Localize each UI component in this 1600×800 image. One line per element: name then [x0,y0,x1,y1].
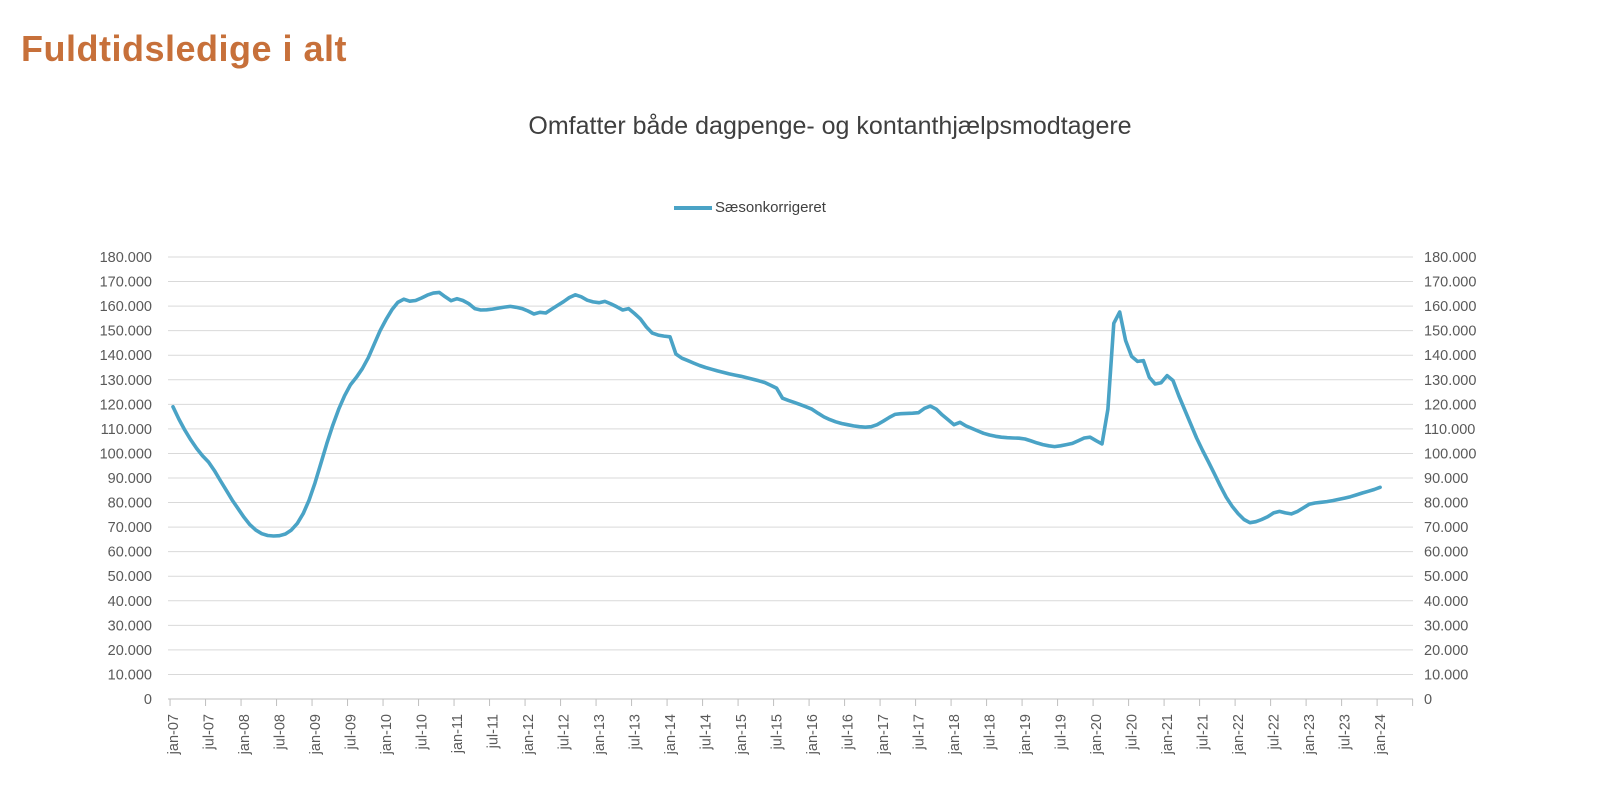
y-axis-label-right: 120.000 [1424,397,1476,413]
chart-legend: Sæsonkorrigeret [0,199,1500,216]
y-axis-label-left: 170.000 [100,275,152,291]
y-axis-label-left: 150.000 [100,324,152,340]
x-axis-label: jan-07 [166,714,182,755]
x-axis-label: jan-13 [592,714,608,755]
y-axis-label-left: 180.000 [100,250,152,266]
x-axis-label: jul-22 [1267,714,1283,750]
y-axis-label-right: 100.000 [1424,446,1476,462]
x-axis-label: jul-09 [344,714,360,750]
x-axis-label: jul-16 [841,714,857,750]
x-axis-label: jan-10 [379,714,395,755]
x-axis-label: jul-17 [912,714,928,750]
y-axis-label-left: 80.000 [108,496,152,512]
y-axis-label-right: 140.000 [1424,348,1476,364]
y-axis-label-right: 150.000 [1424,324,1476,340]
y-axis-label-right: 60.000 [1424,545,1468,561]
y-axis-label-left: 160.000 [100,299,152,315]
y-axis-label-left: 50.000 [108,569,152,585]
x-axis-label: jul-07 [202,714,218,750]
x-axis-label: jul-20 [1125,714,1141,750]
y-axis-label-left: 100.000 [100,446,152,462]
y-axis-label-left: 90.000 [108,471,152,487]
y-axis-label-right: 50.000 [1424,569,1468,585]
y-axis-label-right: 70.000 [1424,520,1468,536]
y-axis-label-left: 30.000 [108,618,152,634]
x-axis-label: jul-18 [983,714,999,750]
y-axis-label-right: 30.000 [1424,618,1468,634]
x-axis-label: jul-11 [486,714,502,749]
x-axis-label: jan-12 [521,714,537,755]
x-axis-label: jul-14 [699,714,715,750]
x-axis-label: jan-17 [876,714,892,755]
y-axis-label-right: 80.000 [1424,496,1468,512]
chart-subtitle: Omfatter både dagpenge- og kontanthjælps… [528,112,1132,140]
y-axis-label-left: 70.000 [108,520,152,536]
page-title: Fuldtidsledige i alt [21,28,348,69]
x-axis-label: jul-15 [770,714,786,750]
y-axis-label-right: 170.000 [1424,275,1476,291]
y-axis-label-right: 110.000 [1424,422,1475,438]
x-axis-label: jan-21 [1160,714,1176,755]
y-axis-label-left: 40.000 [108,594,152,610]
x-axis-label: jul-10 [415,714,431,750]
x-axis-label: jan-16 [805,714,821,755]
y-axis-label-left: 110.000 [101,422,152,438]
x-axis-label: jan-08 [237,714,253,755]
x-axis-label: jan-18 [947,714,963,755]
x-axis-label: jul-12 [557,714,573,750]
x-axis-label: jul-13 [628,714,644,750]
x-axis-label: jul-08 [273,714,289,750]
y-axis-label-right: 10.000 [1424,667,1468,683]
series-line-saesonkorrigeret [171,290,1382,538]
legend-line-swatch-icon [674,205,713,210]
y-axis-label-right: 90.000 [1424,471,1468,487]
y-axis-label-right: 180.000 [1424,250,1476,266]
y-axis-label-left: 140.000 [100,348,152,364]
x-axis-label: jan-19 [1018,714,1034,755]
x-axis-label: jan-24 [1373,714,1389,755]
y-axis-label-left: 20.000 [108,643,152,659]
x-axis-label: jul-23 [1338,714,1354,750]
y-axis-label-left: 120.000 [100,397,152,413]
legend-series-label: Sæsonkorrigeret [715,199,826,216]
x-axis-label: jan-23 [1302,714,1318,755]
y-axis-label-left: 0 [144,692,152,708]
x-axis-label: jan-22 [1231,714,1247,755]
y-axis-label-right: 20.000 [1424,643,1468,659]
y-axis-label-right: 160.000 [1424,299,1476,315]
x-axis-label: jan-14 [663,714,679,755]
x-axis-label: jul-21 [1196,714,1212,750]
y-axis-label-right: 40.000 [1424,594,1468,610]
y-axis-label-right: 130.000 [1424,373,1476,389]
y-axis-label-left: 60.000 [108,545,152,561]
x-axis-label: jan-20 [1089,714,1105,755]
x-axis-label: jan-09 [308,714,324,755]
x-axis-label: jan-15 [734,714,750,755]
x-axis-label: jul-19 [1054,714,1070,750]
y-axis-label-left: 130.000 [100,373,152,389]
y-axis-label-left: 10.000 [108,667,152,683]
y-axis-label-right: 0 [1424,692,1432,708]
x-axis-label: jan-11 [450,714,466,754]
